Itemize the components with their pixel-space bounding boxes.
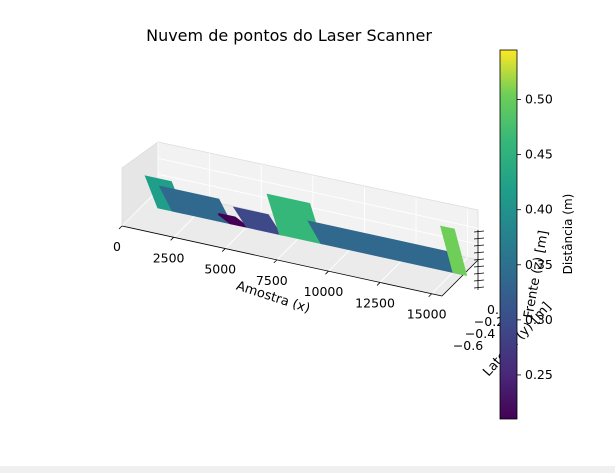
colorbar-tick-label: 0.50 — [525, 92, 553, 107]
z-tick — [473, 237, 485, 240]
z-tick — [473, 265, 485, 268]
x-tick — [170, 237, 174, 241]
colorbar-gradient — [499, 49, 518, 420]
x-tick-label: 10000 — [304, 284, 344, 299]
x-tick — [221, 248, 226, 252]
y-axis-line — [441, 259, 479, 297]
z-tick — [473, 286, 485, 289]
gridline-z — [157, 173, 479, 245]
x-tick — [273, 259, 278, 264]
x-tick-label: 2500 — [153, 250, 185, 265]
colorbar-tick-label: 0.30 — [525, 312, 553, 327]
x-tick-label: 12500 — [355, 295, 395, 310]
colorbar-ticks: 0.25 0.30 0.35 0.40 0.45 0.50 — [517, 92, 553, 382]
x-axis: 0 2500 5000 7500 10000 12500 15000 — [113, 225, 447, 322]
x-axis-line — [121, 225, 443, 297]
z-tick — [473, 258, 485, 261]
x-tick-label: 0 — [113, 239, 121, 254]
z-tick — [473, 244, 485, 247]
x-tick-label: 7500 — [256, 273, 288, 288]
colorbar-tick-label: 0.40 — [525, 202, 553, 217]
z-tick — [473, 279, 485, 282]
x-tick — [428, 293, 432, 298]
z-axis — [473, 230, 485, 290]
cloud-segment — [440, 225, 468, 276]
x-tick-label: 15000 — [407, 307, 447, 322]
x-tick — [325, 270, 329, 275]
y-tick-label: −0.6 — [453, 338, 483, 353]
z-tick — [473, 272, 485, 275]
x-tick — [376, 282, 381, 286]
x-tick — [118, 225, 123, 230]
point-cloud — [144, 175, 468, 276]
colorbar: 0.25 0.30 0.35 0.40 0.45 0.50 Distância (m) — [499, 49, 575, 420]
gridline-z — [157, 157, 479, 229]
colorbar-tick-label: 0.25 — [525, 367, 553, 382]
window-status-strip — [0, 466, 615, 473]
y-tick-label: −0.2 — [474, 314, 504, 329]
z-tick — [473, 230, 485, 233]
colorbar-label: Distância (m) — [561, 194, 575, 275]
colorbar-tick-label: 0.45 — [525, 147, 553, 162]
y-tick-label: −0.4 — [465, 326, 495, 341]
colorbar-tick-label: 0.35 — [525, 257, 553, 272]
chart-title: Nuvem de pontos do Laser Scanner — [146, 26, 432, 45]
x-tick-label: 5000 — [204, 262, 236, 277]
z-tick — [473, 251, 485, 254]
gridline-x — [121, 189, 159, 227]
